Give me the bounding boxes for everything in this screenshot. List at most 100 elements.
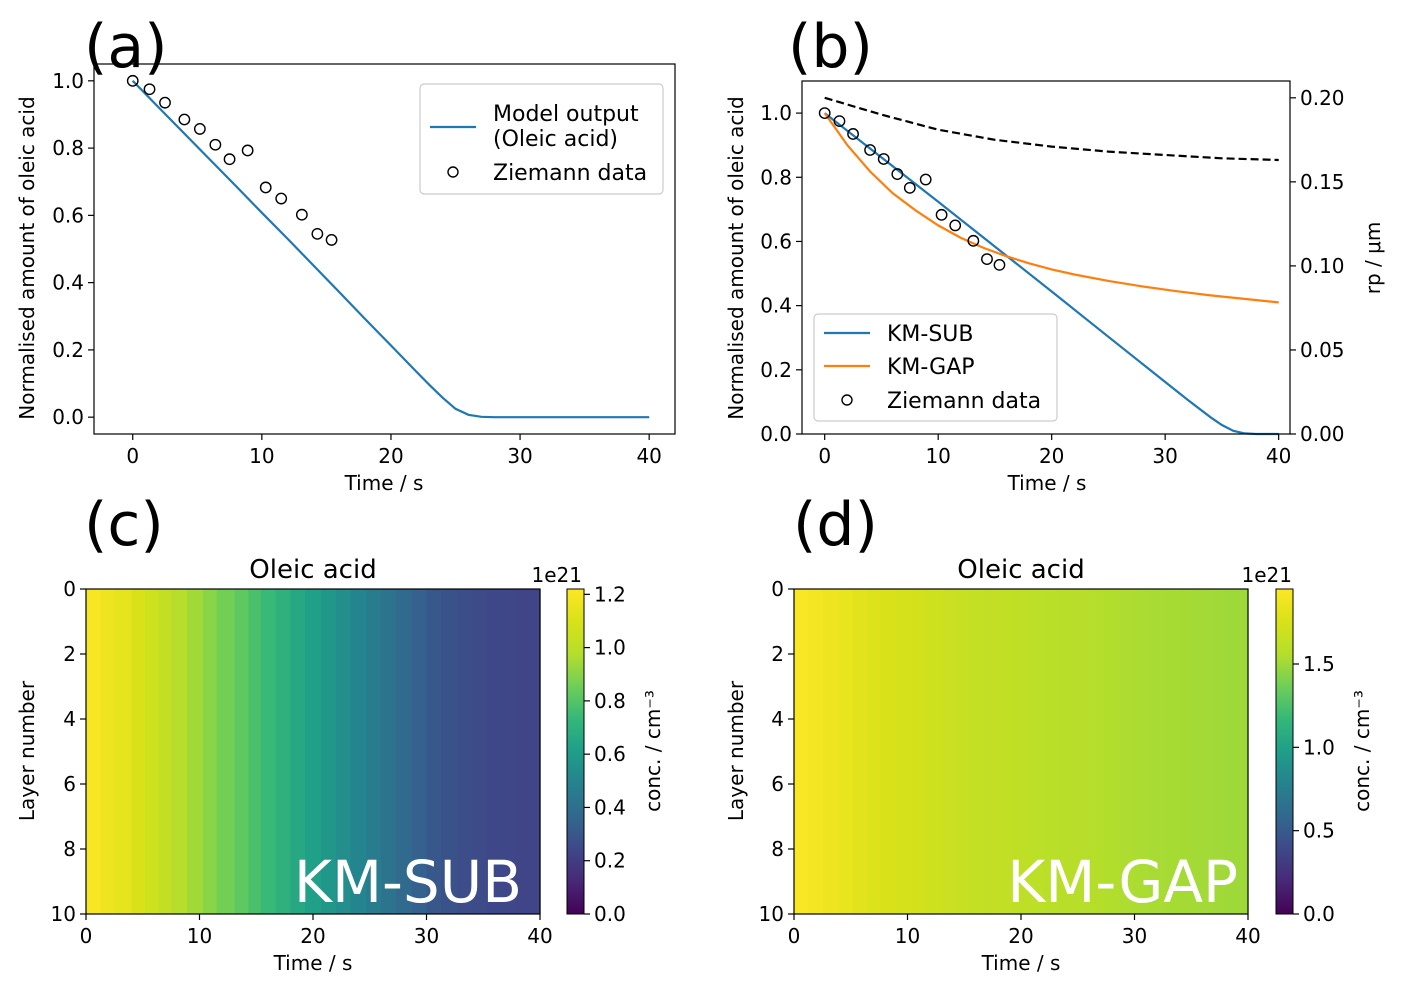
panel-label-a: (a) bbox=[84, 12, 168, 82]
panel-b-ziemann-data-point bbox=[981, 253, 993, 266]
panel-c-colorbar-tick-label: 0.4 bbox=[594, 795, 626, 819]
panel-a-model-output-oleic-acid-line bbox=[131, 80, 650, 419]
panel-d-colorbar-label: conc. / cm⁻³ bbox=[1350, 690, 1374, 812]
panel-b-ziemann-data-point bbox=[919, 173, 932, 186]
panel-c-heatmap-cell bbox=[145, 589, 160, 914]
panel-d-colorbar bbox=[1275, 588, 1294, 915]
panel-b-y2tick-label: 0.20 bbox=[1300, 86, 1345, 110]
panel-d-heatmap-cell bbox=[1058, 589, 1075, 914]
panel-a-ziemann-data-point bbox=[325, 234, 338, 246]
panel-b-ziemann-data-point bbox=[967, 234, 980, 247]
panel-b-legend-kmgap-label: KM-GAP bbox=[887, 355, 975, 380]
panel-d-heatmap-cell bbox=[1089, 589, 1105, 914]
panel-c-heatmap-cell bbox=[216, 589, 236, 914]
panel-d-heatmap-cell bbox=[910, 589, 926, 914]
panel-c-heatmap-cell bbox=[202, 589, 218, 914]
panel-d-heatmap-cell bbox=[956, 589, 970, 914]
panel-c-colorbar-offset: 1e21 bbox=[532, 563, 582, 587]
panel-d-xtick-label: 30 bbox=[1122, 924, 1147, 948]
panel-c-ytick-label: 10 bbox=[51, 902, 76, 926]
panel-b-ziemann-data-point bbox=[903, 181, 916, 194]
panel-c-ytick-label: 0 bbox=[63, 577, 76, 601]
panel-b-ziemann-data-point bbox=[891, 168, 904, 180]
panel-c-heatmap-cell bbox=[187, 589, 204, 914]
panel-d-heatmap-cell bbox=[1134, 589, 1150, 914]
panel-a-ziemann-data-point bbox=[275, 192, 288, 205]
panel-label-b: (b) bbox=[788, 12, 873, 82]
panel-c-colorbar-tick-label: 1.2 bbox=[594, 582, 626, 606]
panel-c-heatmap-cell bbox=[131, 589, 146, 914]
panel-c-heatmap-cell bbox=[290, 589, 306, 914]
panel-c-heatmap-cell bbox=[395, 589, 413, 914]
panel-c-heatmap-cell bbox=[171, 589, 188, 914]
panel-d-heatmap-cell bbox=[1074, 589, 1090, 914]
panel-b-xlabel: Time / s bbox=[1007, 471, 1087, 495]
panel-d-overlay-label: KM-GAP bbox=[1007, 848, 1238, 916]
panel-b-ylabel: Normalised amount of oleic acid bbox=[724, 96, 748, 419]
panel-d-heatmap-cell bbox=[1103, 589, 1121, 914]
panel-c-overlay-label: KM-SUB bbox=[294, 848, 522, 916]
panel-d-colorbar-tick-label: 1.0 bbox=[1303, 735, 1335, 759]
panel-c-colorbar bbox=[566, 588, 585, 915]
panel-a-axes-frame bbox=[93, 63, 676, 435]
panel-a-ytick-label: 0.6 bbox=[52, 203, 84, 227]
panel-label-c: (c) bbox=[84, 490, 164, 560]
panel-d-heatmap-cell bbox=[866, 589, 880, 914]
panel-c-xtick-label: 20 bbox=[300, 924, 325, 948]
panel-b-ziemann-data-point bbox=[949, 219, 962, 232]
panel-d-heatmap-cell bbox=[1043, 589, 1060, 914]
panel-a-line-chart: 0 10 20 30 40 0.0 0.2 0.4 0.6 0.8 1.0 Time / s Nor… bbox=[15, 63, 676, 495]
panel-d-heatmap-cell bbox=[1179, 589, 1196, 914]
panel-c-heatmap-cell bbox=[234, 589, 249, 914]
panel-d-ytick-label: 8 bbox=[771, 837, 784, 861]
panel-b-ticks: 0 10 20 30 40 0.0 0.2 0.4 0.6 0.8 1.0 0.00 0.05 0.10 0… bbox=[760, 86, 1344, 468]
panel-d-heatmap-cell bbox=[1194, 589, 1212, 914]
panel-a-ziemann-data-point bbox=[241, 144, 254, 157]
panel-c-heatmap-cell bbox=[457, 589, 473, 914]
panel-c-colorbar-ticks: 0.0 0.2 0.4 0.6 0.8 1.0 1.2 bbox=[584, 582, 626, 926]
panel-a-ziemann-data-point bbox=[295, 208, 308, 221]
panel-d-heatmap-cell bbox=[998, 589, 1014, 914]
panel-a-xtick-label: 20 bbox=[378, 444, 403, 468]
panel-a-ylabel: Normalised amount of oleic acid bbox=[15, 96, 39, 419]
panel-b-ytick-label: 1.0 bbox=[760, 101, 792, 125]
panel-c-xtick-label: 0 bbox=[80, 924, 93, 948]
panel-d-colorbar-tick-label: 1.5 bbox=[1303, 652, 1335, 676]
panel-b-ziemann-data-point bbox=[847, 128, 859, 140]
panel-d-ytick-label: 0 bbox=[771, 577, 784, 601]
panel-a-ziemann-data-point bbox=[126, 74, 139, 87]
panel-d-heatmap-cell bbox=[853, 589, 868, 914]
panel-a-ytick-label: 0.8 bbox=[52, 136, 84, 160]
panel-a-xtick-label: 10 bbox=[249, 444, 274, 468]
panel-b-legend-box bbox=[813, 313, 1058, 422]
panel-a-legend: Model output (Oleic acid) Ziemann data bbox=[419, 83, 664, 195]
panel-a-ticks: 0 10 20 30 40 0.0 0.2 0.4 0.6 0.8 1.0 bbox=[52, 69, 662, 468]
panel-a-ziemann-data-point bbox=[209, 138, 222, 151]
panel-b-ytick-label: 0.6 bbox=[760, 229, 792, 253]
panel-d-heatmap-cell bbox=[942, 589, 957, 914]
panel-c-heatmap-cell bbox=[305, 589, 322, 914]
panel-a-xtick-label: 30 bbox=[507, 444, 532, 468]
panel-b-legend-ziemann-marker bbox=[841, 394, 853, 406]
panel-c-heatmap-cell bbox=[502, 589, 518, 914]
panel-b-legend-ziemann-label: Ziemann data bbox=[887, 389, 1041, 414]
panel-d-heatmap-cell bbox=[924, 589, 944, 914]
panel-c-title: Oleic acid bbox=[249, 555, 376, 585]
panel-c-heatmap-cell bbox=[486, 589, 504, 914]
panel-a-legend-model-line1: Model output bbox=[493, 102, 639, 127]
panel-c-heatmap-cell bbox=[86, 589, 102, 914]
panel-c-heatmap-cell bbox=[114, 589, 132, 914]
panel-b-ytick-label: 0.8 bbox=[760, 165, 792, 189]
panel-a-series bbox=[126, 74, 650, 419]
panel-b-xtick-label: 20 bbox=[1039, 444, 1064, 468]
panel-d-heatmap-cell bbox=[1013, 589, 1030, 914]
panel-d-xtick-label: 0 bbox=[788, 924, 801, 948]
panel-c-ytick-label: 2 bbox=[63, 642, 76, 666]
panel-d-heatmap-cell bbox=[1119, 589, 1136, 914]
panel-c-heatmap-cell bbox=[100, 589, 115, 914]
panel-c-ytick-label: 4 bbox=[63, 707, 76, 731]
panel-c-colorbar-tick-label: 0.8 bbox=[594, 689, 626, 713]
